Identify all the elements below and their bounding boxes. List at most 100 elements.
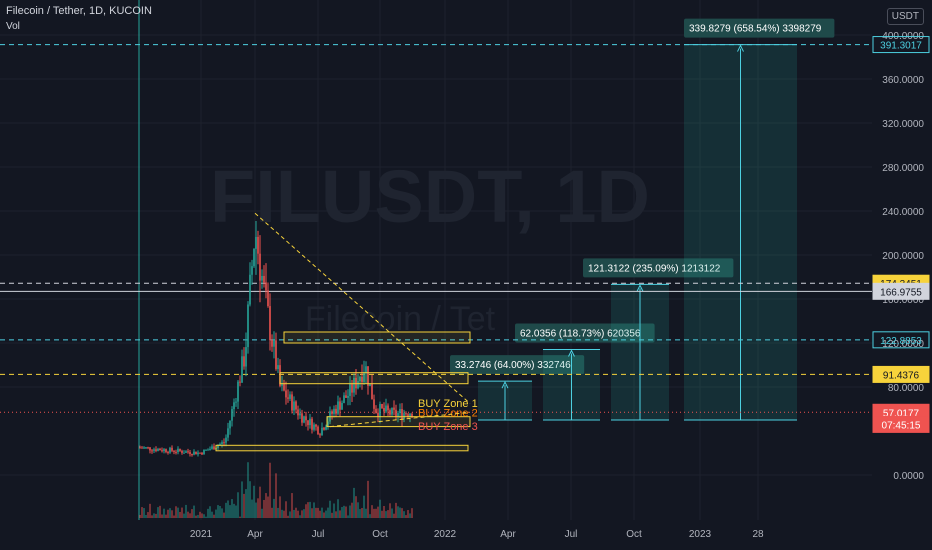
volume-bar [189,513,191,518]
volume-bar [339,510,341,518]
candle-body [385,405,387,412]
volume-bar [145,515,147,518]
volume-bar [155,513,157,518]
volume-bar [317,507,319,518]
candle-body [219,444,221,446]
candle-body [229,420,231,429]
zone-label: BUY Zone 3 [418,421,478,433]
candle-body [209,448,211,450]
candle-body [171,447,173,451]
volume-bar [215,509,217,518]
target-arrow-head [501,381,509,389]
volume-bar [219,506,221,518]
zone-rect [326,416,471,428]
volume-bar [241,481,243,518]
price-label: 91.4376 [883,370,920,381]
volume-bar [209,506,211,518]
volume-bar [367,480,369,518]
y-tick-label: 160.0000 [882,295,924,306]
volume-bar [257,498,259,518]
candle-body [383,408,385,412]
y-tick-label: 80.0000 [888,383,925,394]
candle-body [201,453,203,455]
candle-body [335,408,337,414]
volume-bar [387,510,389,518]
y-tick-label: 120.0000 [882,339,924,350]
volume-bar [197,514,199,518]
candle-body [355,377,357,389]
candle-body [359,376,361,382]
target-label: 121.3122 (235.09%) 1213122 [588,263,721,274]
candle-body [157,448,159,451]
volume-bar [397,506,399,518]
target-arrow-head [568,349,575,357]
candle-body [175,451,177,453]
candle-body [353,377,355,393]
candle-body [241,356,243,383]
volume-bar [149,503,151,518]
x-tick-label: 28 [752,529,764,540]
time-axis: 2021 Apr Jul Oct 2022 Apr Jul Oct 2023 28 [0,520,932,550]
price-label: 166.9755 [880,287,922,298]
target-label-box [583,258,734,278]
volume-bar [291,493,293,518]
candle-body [363,373,365,382]
volume-bar [171,510,173,518]
candle-body [293,401,295,411]
volume-bar [329,500,331,518]
chart-grid [0,0,872,520]
candle-body [223,442,225,444]
x-tick-label: Apr [247,529,263,540]
volume-bar [389,503,391,518]
volume-bar [205,516,207,518]
candle-body [369,384,371,387]
currency-button[interactable]: USDT [886,8,924,25]
volume-bar [237,492,239,518]
volume-bar [381,510,383,518]
volume-bar [141,507,143,518]
volume-bar [287,515,289,518]
volume-bar [379,499,381,518]
candle-body [159,448,161,451]
candle-body [303,416,305,423]
volume-bar [235,505,237,518]
candle-body [153,449,155,451]
volume-bar [351,502,353,518]
candle-body [405,413,407,415]
y-tick-label: 320.0000 [882,119,924,130]
volume-bar [369,514,371,518]
volume-bar [301,510,303,518]
candle-body [145,447,147,449]
candle-body [169,447,171,453]
candle-body [257,236,259,254]
candle-body [387,405,389,411]
volume-bar [373,508,375,518]
time-axis-bg [0,520,932,550]
candle-body [245,347,247,367]
candle-body [155,449,157,451]
candle-body [199,452,201,454]
candle-body [277,365,279,370]
candle-body [139,447,141,449]
price-label-box [872,415,930,433]
candle-body [357,381,359,389]
candle-body [239,381,241,383]
candle-body [149,447,151,451]
volume-bar [269,462,271,518]
candle-body [227,428,229,438]
candle-body [187,451,189,453]
volume-bar [319,510,321,518]
volume-bar [411,508,413,518]
volume-bar [229,505,231,518]
volume-indicator-label[interactable]: Vol [6,21,20,32]
target-label: 33.2746 (64.00%) 332746 [455,360,571,371]
candle-body [221,442,223,445]
volume-bar [153,513,155,518]
volume-bar [195,515,197,518]
volume-bar [253,485,255,518]
volume-bar [365,508,367,518]
candle-body [261,275,263,281]
